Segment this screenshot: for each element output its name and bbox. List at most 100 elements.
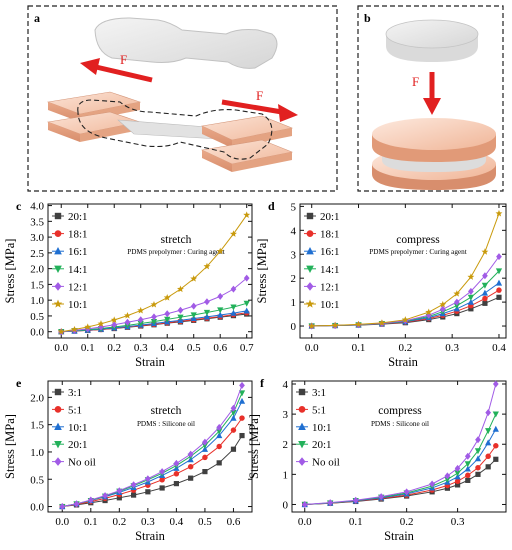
data-point xyxy=(481,248,489,255)
x-tick-label: 0.0 xyxy=(54,342,68,354)
legend-marker xyxy=(54,230,62,237)
y-tick-label: 0.5 xyxy=(30,311,44,323)
data-point xyxy=(465,472,471,478)
chart-panel-e: e 0.0 0.1 0.2 0.3 0.4 0.5 0.6 0.0 0.5 1.0 1.5 2.0 Str… xyxy=(3,376,253,543)
data-point xyxy=(481,289,489,296)
series-No-oil xyxy=(59,381,245,511)
legend-marker xyxy=(54,441,62,449)
plot-frame xyxy=(47,380,253,513)
x-tick-label: 0.0 xyxy=(305,342,319,354)
legend-label: 12:1 xyxy=(68,281,88,293)
x-tick-label: 0.2 xyxy=(398,342,412,354)
data-point xyxy=(116,487,123,495)
data-point xyxy=(453,290,461,297)
legend-label: 5:1 xyxy=(68,404,82,416)
data-point xyxy=(137,306,145,314)
data-point xyxy=(492,425,499,432)
data-point xyxy=(190,312,197,319)
y-tick-label: 2.5 xyxy=(30,248,44,260)
data-point xyxy=(454,464,461,472)
chart-annotation-title: stretch xyxy=(151,405,182,417)
legend-label: 20:1 xyxy=(68,211,88,223)
data-point xyxy=(216,460,222,466)
data-point xyxy=(352,496,359,504)
chart-panel-d: d 0.0 0.1 0.2 0.3 0.4 0 1 2 3 4 5 Strain Stress [MPa]… xyxy=(255,199,507,369)
force-arrow-right xyxy=(221,99,283,115)
data-point xyxy=(230,446,237,452)
y-tick-label: 0 xyxy=(283,499,289,511)
data-point xyxy=(151,313,157,321)
y-tick-label: 4.0 xyxy=(30,201,44,213)
legend-marker xyxy=(54,265,62,273)
data-point xyxy=(239,415,245,421)
y-tick-label: 3 xyxy=(291,249,297,261)
data-point xyxy=(453,303,460,310)
legend-marker xyxy=(298,406,306,413)
y-tick-label: 1.5 xyxy=(30,279,44,291)
x-tick-label: 0.4 xyxy=(170,516,184,528)
y-axis-label: Stress [MPa] xyxy=(3,414,17,479)
legend-label: 20:1 xyxy=(320,211,340,223)
legend-label: 10:1 xyxy=(312,422,332,434)
y-tick-label: 2 xyxy=(291,273,297,285)
y-tick-label: 1.5 xyxy=(30,420,44,432)
x-tick-label: 0.1 xyxy=(84,516,98,528)
x-tick-label: 0.6 xyxy=(213,342,227,354)
data-point xyxy=(87,496,94,504)
x-axis-label: Strain xyxy=(388,355,419,369)
data-point xyxy=(202,438,208,446)
data-point xyxy=(187,463,194,470)
legend-label: 3:1 xyxy=(312,387,326,399)
data-point xyxy=(454,470,461,477)
data-point xyxy=(159,468,165,476)
data-point xyxy=(239,432,245,439)
data-point xyxy=(230,427,237,433)
x-tick-label: 0.1 xyxy=(352,342,366,354)
data-point xyxy=(216,247,224,255)
legend-label: No oil xyxy=(68,457,96,469)
data-point xyxy=(202,454,208,461)
data-point xyxy=(177,306,184,314)
series-line xyxy=(62,385,243,508)
y-tick-label: 0 xyxy=(291,321,297,333)
data-point xyxy=(188,475,194,481)
data-point xyxy=(159,477,165,483)
data-point xyxy=(145,475,151,483)
data-point xyxy=(401,316,409,323)
legend-marker xyxy=(54,457,62,466)
legend-label: 18:1 xyxy=(68,229,88,241)
data-point xyxy=(216,443,222,450)
data-point xyxy=(230,414,237,421)
data-point xyxy=(177,314,184,321)
data-point xyxy=(465,477,471,483)
data-point xyxy=(84,323,92,330)
panel-b-schematic: b F xyxy=(357,5,504,192)
data-point xyxy=(216,432,223,439)
data-point xyxy=(229,230,237,237)
x-tick-label: 0.1 xyxy=(349,516,363,528)
data-point xyxy=(243,300,250,307)
chart-panel-f: f 0.0 0.1 0.2 0.3 0 1 2 3 4 Strain Stress [MPa] comp… xyxy=(247,376,507,543)
compression-plate-upper xyxy=(372,118,496,150)
force-label-down: F xyxy=(412,74,419,89)
data-point xyxy=(467,294,475,301)
legend-label: 10:1 xyxy=(68,299,88,311)
data-point xyxy=(203,309,211,316)
x-tick-label: 0.2 xyxy=(112,516,126,528)
data-point xyxy=(495,268,503,275)
legend-marker xyxy=(306,230,314,237)
force-label-right: F xyxy=(256,88,263,103)
data-point xyxy=(216,428,223,435)
dogbone-specimen xyxy=(94,17,278,69)
data-point xyxy=(238,397,246,404)
panel-letter-e: e xyxy=(16,376,22,390)
legend-label: 10:1 xyxy=(320,299,340,311)
data-point xyxy=(485,453,491,460)
force-label-left: F xyxy=(120,52,127,67)
legend-marker xyxy=(306,212,314,220)
data-point xyxy=(203,262,211,270)
legend-label: 12:1 xyxy=(320,281,340,293)
panel-a-letter: a xyxy=(34,11,40,25)
y-tick-label: 0.0 xyxy=(30,327,44,339)
